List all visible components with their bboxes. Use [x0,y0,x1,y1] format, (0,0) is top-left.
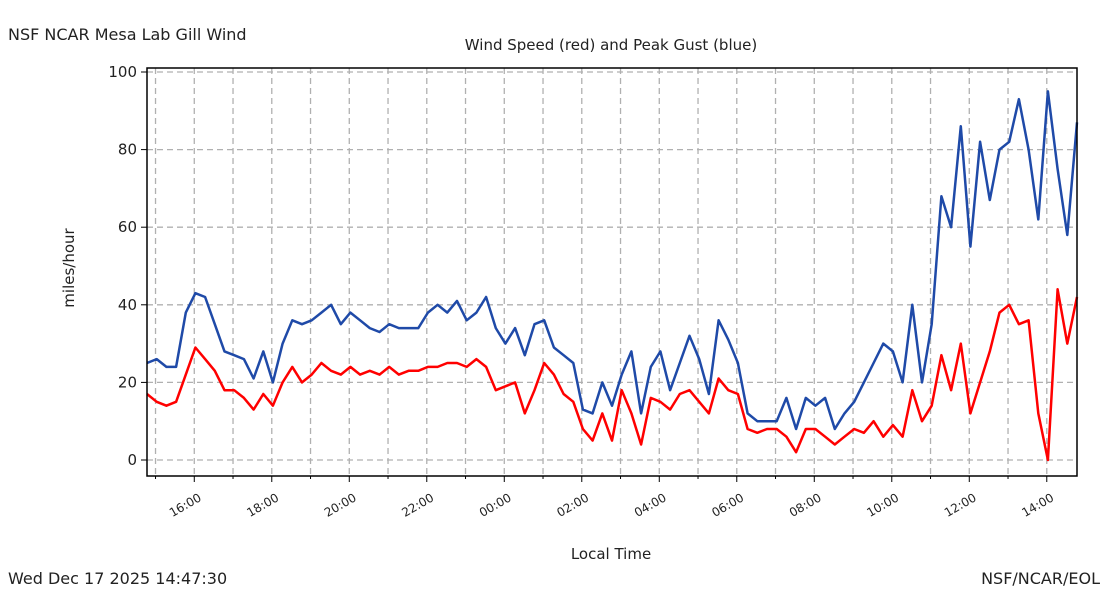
y-axis-label: miles/hour [60,227,78,307]
x-axis-label: Local Time [571,545,651,563]
y-tick-label: 40 [118,296,137,314]
series-lines [146,90,1079,462]
x-tick-label: 06:00 [709,490,746,519]
x-tick-label: 12:00 [942,490,979,519]
timestamp: Wed Dec 17 2025 14:47:30 [8,569,227,588]
y-tick-label: 80 [118,141,137,159]
y-tick-label: 20 [118,373,137,391]
x-tick-label: 00:00 [477,490,514,519]
x-tick-label: 10:00 [864,490,901,519]
series-line-wind-speed [146,288,1079,462]
x-tick-label: 22:00 [399,490,436,519]
grid [147,68,1077,476]
series-line-peak-gust [146,90,1079,431]
y-tick-label: 0 [127,451,137,469]
credit-label: NSF/NCAR/EOL [981,569,1100,588]
x-tick-label: 16:00 [167,490,204,519]
x-tick-label: 08:00 [787,490,824,519]
x-tick-label: 20:00 [322,490,359,519]
y-tick-label: 60 [118,218,137,236]
x-tick-label: 02:00 [554,490,591,519]
x-tick-label: 18:00 [244,490,281,519]
x-tick-label: 14:00 [1019,490,1056,519]
chart-title: Wind Speed (red) and Peak Gust (blue) [465,36,757,54]
y-tick-label: 100 [108,63,137,81]
plot-frame [146,67,1078,477]
x-tick-label: 04:00 [632,490,669,519]
station-label: NSF NCAR Mesa Lab Gill Wind [8,25,247,44]
